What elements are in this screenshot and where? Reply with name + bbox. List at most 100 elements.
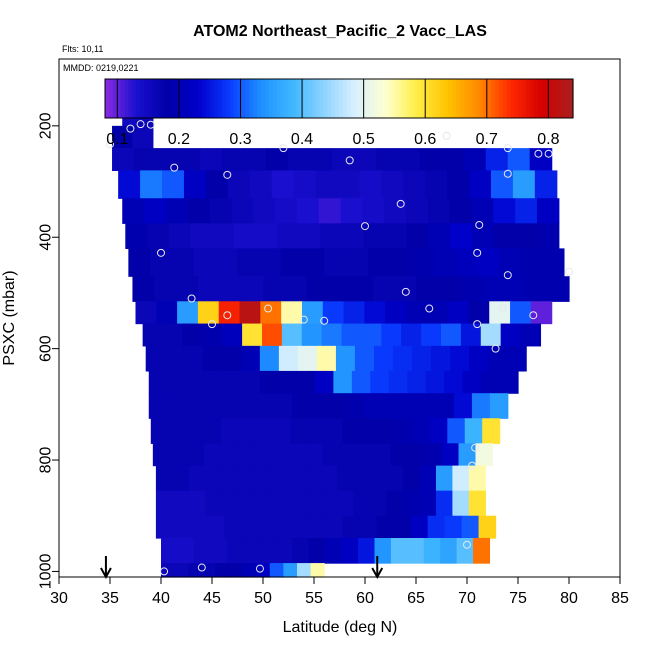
heatmap-cell (361, 323, 382, 347)
heatmap-cell (393, 515, 412, 539)
heatmap-cell (298, 223, 321, 249)
heatmap-cell (362, 198, 385, 224)
heatmap-cell (164, 345, 185, 372)
heatmap-cell (463, 148, 487, 171)
colorbar-segment (311, 79, 317, 118)
heatmap-cell (359, 170, 382, 199)
colorbar-segment (222, 79, 227, 118)
heatmap-cell (206, 515, 225, 539)
heatmap-cell (342, 515, 361, 539)
heatmap-cell (462, 370, 482, 394)
colorbar-segment (487, 79, 492, 118)
heatmap-cell (324, 248, 347, 277)
heatmap-cell (468, 490, 486, 517)
colorbar-segment (370, 79, 375, 118)
heatmap-cell (188, 465, 206, 492)
colorbar-segment (440, 79, 445, 118)
colorbar-segment (194, 79, 200, 118)
heatmap-cell (259, 345, 280, 372)
x-tick-label: 35 (101, 590, 119, 607)
colorbar-segment (510, 79, 516, 118)
heatmap-cell (441, 148, 465, 171)
heatmap-cell (132, 276, 155, 302)
sample-point (534, 149, 543, 158)
colorbar-segment (276, 79, 282, 118)
colorbar-segment (171, 79, 176, 118)
colorbar-tick-label: 0.6 (414, 131, 436, 148)
heatmap-cell (431, 345, 451, 372)
x-axis: 30 35 40 45 50 55 60 65 70 75 80 85 (50, 577, 629, 607)
heatmap-cell (427, 515, 446, 539)
heatmap-cell (171, 248, 195, 277)
sample-point (565, 267, 573, 276)
colorbar-segment (413, 79, 418, 118)
colorbar-segment (409, 79, 414, 118)
heatmap-cell (320, 465, 338, 492)
sample-point (264, 304, 273, 313)
colorbar-segment (346, 79, 352, 118)
heatmap-cell (221, 465, 239, 492)
heatmap-cell (260, 301, 282, 325)
sample-point (106, 140, 114, 149)
colorbar-segment (151, 79, 157, 118)
heatmap-cell (209, 198, 232, 224)
heatmap-cell (370, 370, 390, 394)
heatmap-cell (239, 301, 261, 325)
sample-point (299, 315, 308, 324)
colorbar-segment (163, 79, 168, 118)
heatmap-cell (187, 198, 211, 224)
heatmap-cell (259, 538, 277, 564)
heatmap-cell (310, 393, 329, 419)
heatmap-cell (254, 465, 272, 492)
heatmap-cell (386, 490, 404, 517)
heatmap-cell (240, 345, 261, 372)
heatmap-cell (346, 248, 369, 277)
heatmap-cell (291, 515, 310, 539)
heatmap-cell (307, 418, 326, 444)
colorbar-segment (444, 79, 449, 118)
colorbar-segment (541, 79, 547, 118)
heatmap-cell (125, 223, 148, 249)
heatmap-cell (237, 248, 260, 277)
heatmap-cell (331, 148, 355, 171)
heatmap-cell (388, 370, 408, 394)
heatmap-cell (296, 370, 316, 394)
colorbar-segment (257, 79, 262, 118)
colorbar-segment (303, 79, 309, 118)
heatmap-cell (507, 148, 531, 171)
heatmap-cell (450, 345, 470, 372)
heatmap-cell (325, 538, 343, 564)
heatmap-cell (542, 248, 565, 277)
heatmap-cell (389, 248, 413, 277)
heatmap-cell (297, 563, 312, 578)
heatmap-cell (419, 465, 437, 492)
heatmap-cell (177, 301, 199, 325)
heatmap-cell (257, 515, 276, 539)
heatmap-cell (309, 148, 333, 171)
colorbar-segment (288, 79, 293, 118)
colorbar-segment (448, 79, 453, 118)
heatmap-cell (485, 148, 509, 171)
heatmap-cell (394, 276, 417, 302)
heatmap-cell (261, 323, 283, 347)
heatmap-cell (302, 248, 325, 277)
colorbar-segment (167, 79, 172, 118)
colorbar-segment (214, 79, 219, 118)
heatmap-cell (118, 170, 141, 199)
heatmap-cell (265, 148, 289, 171)
x-tick-label: 85 (611, 590, 629, 607)
heatmap-cell (444, 515, 463, 539)
heatmap-cell (321, 323, 343, 347)
sample-point (544, 149, 553, 158)
heatmap-cell (150, 248, 173, 277)
heatmap-cell (412, 418, 431, 444)
sample-point (345, 156, 354, 165)
heatmap-cell (337, 170, 360, 199)
heatmap-cell (161, 538, 179, 564)
heatmap-cell (165, 198, 189, 224)
y-tick-label: 800 (38, 447, 55, 474)
sample-point (473, 248, 482, 257)
heatmap-cell (226, 538, 244, 564)
heatmap-cell (402, 490, 421, 517)
heatmap-cell (222, 370, 242, 394)
